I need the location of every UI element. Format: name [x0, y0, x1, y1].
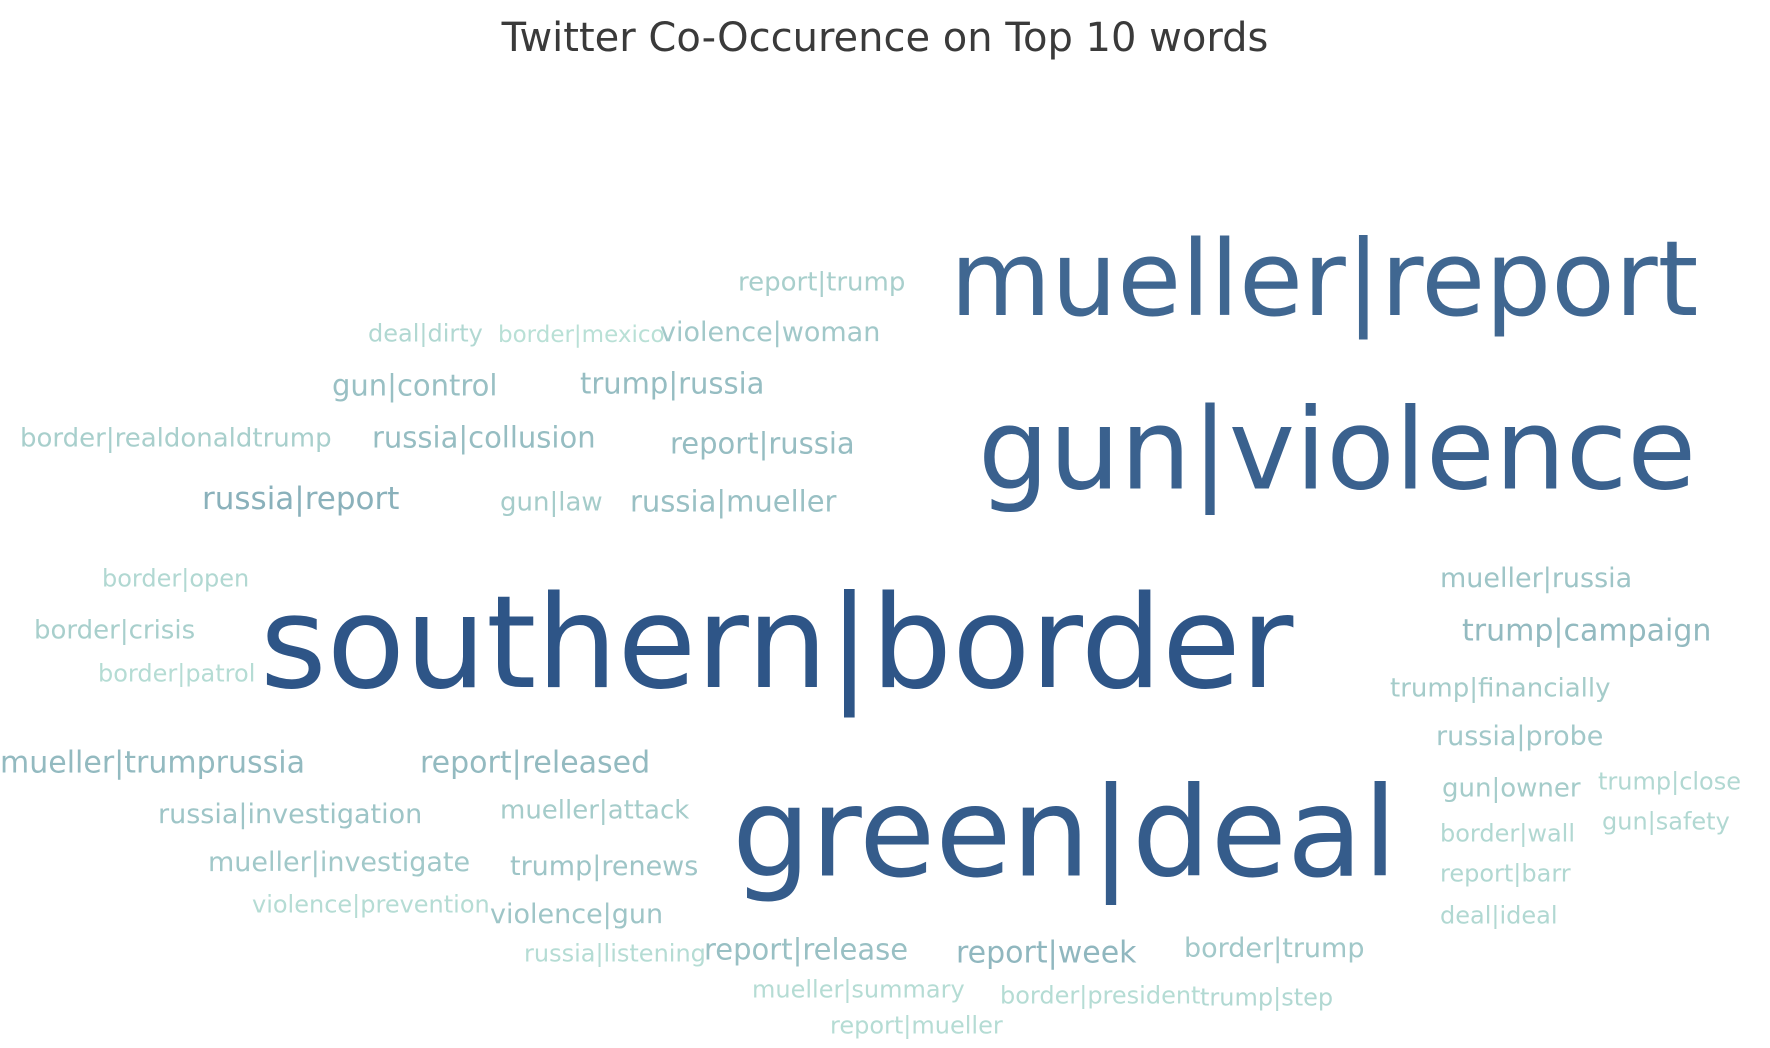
word-report-release: report|release [704, 932, 909, 967]
word-russia-listening: russia|listening [524, 939, 706, 968]
word-mueller-summary: mueller|summary [752, 975, 965, 1004]
word-mueller-attack: mueller|attack [500, 795, 690, 826]
word-green-deal: green|deal [732, 761, 1398, 906]
word-russia-collusion: russia|collusion [372, 420, 596, 455]
word-border-realdonaldtrump: border|realdonaldtrump [20, 423, 332, 454]
word-report-russia: report|russia [670, 426, 855, 461]
word-trump-russia: trump|russia [580, 366, 765, 401]
word-deal-ideal: deal|ideal [1440, 901, 1558, 930]
word-trump-close: trump|close [1598, 767, 1742, 796]
word-gun-violence: gun|violence [978, 385, 1697, 516]
word-mueller-investigate: mueller|investigate [208, 846, 471, 878]
word-report-mueller: report|mueller [830, 1011, 1003, 1040]
word-trump-renews: trump|renews [510, 850, 699, 882]
word-russia-mueller: russia|mueller [630, 484, 837, 519]
word-border-trump: border|trump [1184, 932, 1365, 964]
word-mueller-russia: mueller|russia [1440, 562, 1633, 594]
word-mueller-report: mueller|report [950, 217, 1699, 340]
word-trump-step: trump|step [1200, 983, 1334, 1012]
word-violence-gun: violence|gun [490, 898, 664, 930]
word-border-president: border|president [1000, 981, 1201, 1010]
word-report-week: report|week [956, 935, 1137, 971]
word-gun-control: gun|control [332, 368, 498, 403]
word-russia-probe: russia|probe [1436, 720, 1604, 752]
word-southern-border: southern|border [260, 569, 1294, 719]
word-violence-woman: violence|woman [660, 316, 881, 348]
word-russia-report: russia|report [202, 480, 400, 517]
word-report-barr: report|barr [1440, 859, 1571, 888]
word-russia-investigation: russia|investigation [158, 798, 423, 830]
word-border-open: border|open [102, 564, 250, 593]
word-mueller-trumprussia: mueller|trumprussia [0, 745, 305, 781]
word-gun-law: gun|law [500, 487, 603, 518]
word-border-wall: border|wall [1440, 819, 1575, 848]
word-trump-financially: trump|financially [1390, 673, 1611, 704]
chart-title: Twitter Co-Occurence on Top 10 words [501, 15, 1269, 61]
word-border-mexico: border|mexico [498, 322, 665, 349]
word-trump-campaign: trump|campaign [1462, 613, 1712, 649]
word-report-released: report|released [420, 745, 651, 781]
word-gun-safety: gun|safety [1602, 807, 1730, 836]
word-report-trump: report|trump [738, 267, 906, 298]
word-border-crisis: border|crisis [34, 615, 196, 646]
word-deal-dirty: deal|dirty [368, 319, 483, 348]
word-border-patrol: border|patrol [98, 659, 256, 688]
word-violence-prevention: violence|prevention [252, 890, 490, 919]
word-gun-owner: gun|owner [1442, 773, 1581, 804]
